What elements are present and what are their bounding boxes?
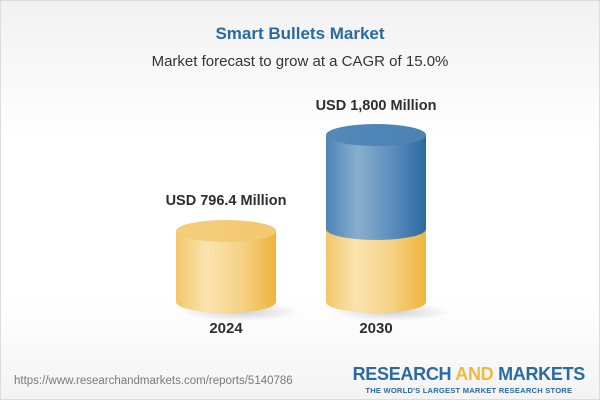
logo-wordmark: RESEARCH AND MARKETS <box>352 364 586 384</box>
value-label-2030: USD 1,800 Million <box>315 98 437 114</box>
year-label-2030: 2030 <box>359 320 393 337</box>
logo-word-markets: MARKETS <box>498 364 585 384</box>
research-and-markets-logo[interactable]: RESEARCH AND MARKETS THE WORLD'S LARGEST… <box>352 364 586 396</box>
source-url[interactable]: https://www.researchandmarkets.com/repor… <box>14 375 293 387</box>
value-label-2024: USD 796.4 Million <box>165 193 287 209</box>
bar-2024 <box>176 220 301 321</box>
chart-subtitle: Market forecast to grow at a CAGR of 15.… <box>151 53 449 70</box>
logo-word-and: AND <box>455 364 494 384</box>
logo-word-research: RESEARCH <box>352 364 452 384</box>
chart-title: Smart Bullets Market <box>215 24 385 43</box>
logo-tagline: THE WORLD'S LARGEST MARKET RESEARCH STOR… <box>365 386 573 395</box>
year-label-2024: 2024 <box>209 320 243 337</box>
bar-2030 <box>326 124 451 321</box>
